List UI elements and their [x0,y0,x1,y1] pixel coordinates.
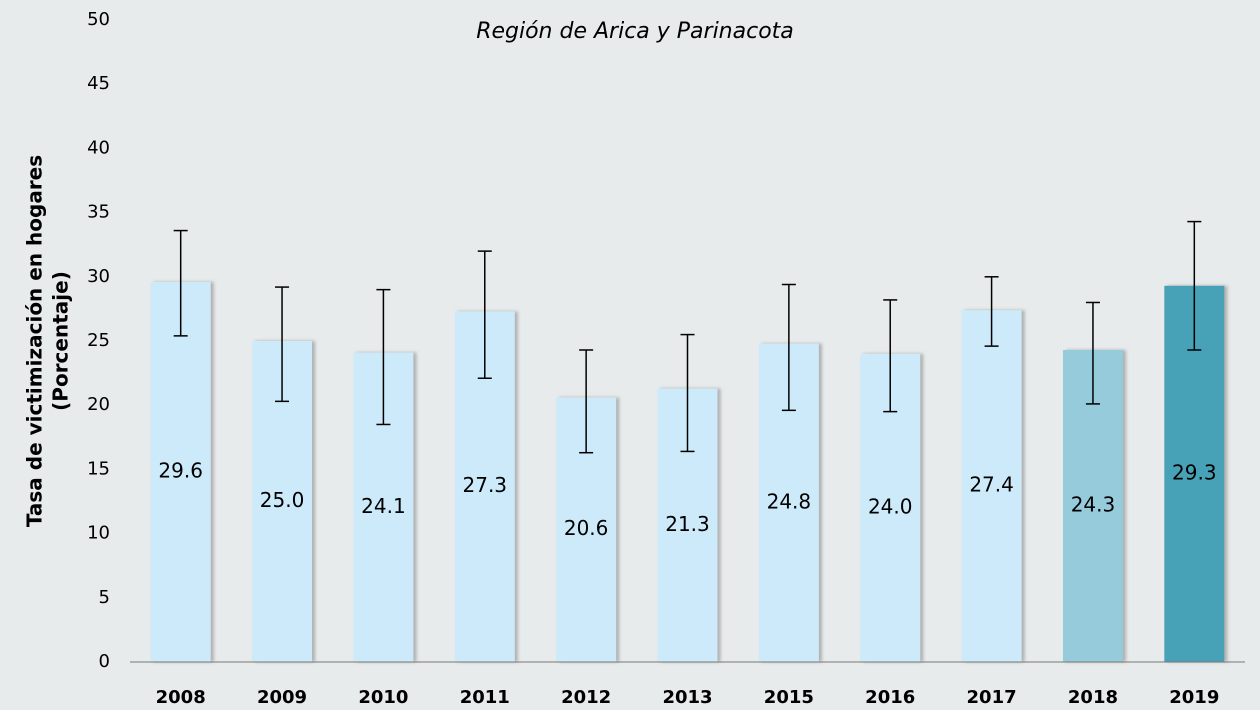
value-label: 20.6 [564,516,609,540]
y-tick-label: 25 [87,330,110,351]
bar [961,310,1022,662]
x-tick-label: 2019 [1169,687,1219,708]
value-label: 27.3 [463,473,508,497]
y-axis-label: Tasa de victimización en hogares (Porcen… [23,155,73,527]
chart-title: Región de Arica y Parinacota [476,19,794,44]
value-label: 25.0 [260,488,305,512]
y-tick-label: 0 [99,651,110,672]
x-tick-label: 2008 [156,687,206,708]
value-label: 29.6 [158,458,203,482]
y-tick-label: 40 [87,137,110,158]
value-label: 29.3 [1172,460,1217,484]
x-tick-label: 2011 [460,687,510,708]
y-tick-label: 5 [99,587,110,608]
y-tick-label: 20 [87,394,110,415]
x-tick-label: 2017 [967,687,1017,708]
value-label: 21.3 [665,512,710,536]
value-label: 24.1 [361,494,406,518]
value-label: 24.0 [868,494,913,518]
y-tick-label: 45 [87,73,110,94]
y-tick-label: 10 [87,523,110,544]
bar [150,281,211,662]
x-tick-label: 2015 [764,687,814,708]
value-label: 27.4 [969,473,1014,497]
y-axis-label-line: Tasa de victimización en hogares [23,155,47,527]
value-label: 24.3 [1071,492,1116,516]
y-tick-label: 15 [87,458,110,479]
x-tick-label: 2016 [865,687,915,708]
y-tick-label: 50 [87,9,110,30]
x-tick-label: 2010 [358,687,408,708]
x-tick-label: 2018 [1068,687,1118,708]
y-tick-label: 35 [87,202,110,223]
y-axis-label-line: (Porcentaje) [49,271,73,411]
x-tick-label: 2013 [662,687,712,708]
x-tick-label: 2012 [561,687,611,708]
y-tick-label: 30 [87,266,110,287]
value-label: 24.8 [767,489,812,513]
x-tick-label: 2009 [257,687,307,708]
